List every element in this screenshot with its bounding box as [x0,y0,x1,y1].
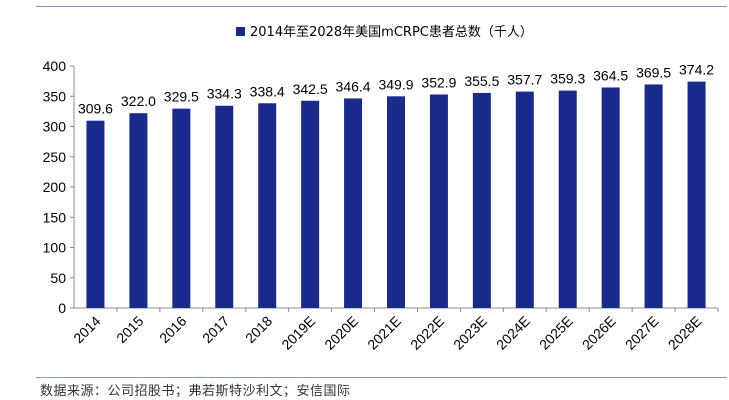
bar [515,91,534,309]
bar-value-label: 334.3 [207,86,242,102]
bar-value-label: 374.2 [679,62,714,78]
bar [644,84,663,308]
y-tick-label: 350 [43,88,67,104]
x-tick-label: 2024E [493,313,533,353]
bar [215,105,234,308]
bar-value-label: 338.4 [250,83,285,99]
y-tick-label: 300 [43,119,67,135]
bar [558,90,577,308]
source-note: 数据来源：公司招股书；弗若斯特沙利文；安信国际 [40,384,351,399]
bar [258,103,277,308]
bottom-rule [36,377,727,378]
x-tick-label: 2028E [665,313,705,353]
y-tick-label: 0 [58,300,66,316]
bar [601,87,620,308]
y-tick-label: 100 [43,240,67,256]
top-rule [36,6,727,7]
legend-swatch [236,27,245,36]
bar-value-label: 357.7 [507,72,542,88]
bar [301,100,320,308]
bar [687,81,706,308]
x-tick-label: 2018 [242,313,275,346]
x-tick-label: 2017 [199,313,232,346]
bar-value-label: 369.5 [636,64,671,80]
x-tick-label: 2026E [579,313,619,353]
bar [387,96,405,308]
bar-value-label: 355.5 [464,73,499,89]
y-tick-label: 150 [43,209,67,225]
bar [472,92,491,308]
y-tick-label: 50 [50,270,66,286]
y-tick-label: 250 [43,149,67,165]
bar [344,98,363,308]
bar-value-label: 329.5 [164,89,199,105]
bar-value-label: 352.9 [421,74,456,90]
x-tick-label: 2025E [536,313,576,353]
bar [129,113,148,308]
bar [172,108,191,308]
bar-value-label: 342.5 [293,81,328,97]
bar-value-label: 309.6 [78,101,113,117]
bar-chart: 2014年至2028年美国mCRPC患者总数（千人） 0 50 100 150 200 2… [43,25,719,353]
x-tick-label: 2027E [622,313,662,353]
legend-label: 2014年至2028年美国mCRPC患者总数（千人） [250,25,533,40]
x-tick-label: 2015 [113,313,146,346]
bar-value-label: 322.0 [121,93,156,109]
y-axis: 0 50 100 150 200 250 300 350 400 [43,58,75,316]
bar [429,94,448,308]
x-tick-label: 2022E [407,313,447,353]
y-tick-label: 200 [43,179,67,195]
bar-value-label: 346.4 [336,78,371,94]
x-tick-label: 2021E [364,313,404,353]
bar-value-label: 364.5 [593,67,628,83]
bar-value-label: 349.9 [378,76,413,92]
bar-labels: 309.6 322.0 329.5 334.3 338.4 342.5 346.4 349.9… [78,62,714,117]
bars [86,81,706,309]
x-tick-label: 2014 [70,313,103,346]
bar [86,120,105,308]
x-tick-label: 2019E [278,313,318,353]
x-axis: 2014 2015 2016 2017 2018 2019E 2020E 2021E 2022E… [70,307,719,353]
x-tick-label: 2020E [321,313,361,353]
legend: 2014年至2028年美国mCRPC患者总数（千人） [236,25,533,40]
bar-value-label: 359.3 [550,71,585,87]
y-tick-label: 400 [43,58,67,74]
x-tick-label: 2016 [156,313,189,346]
x-tick-label: 2023E [450,313,490,353]
